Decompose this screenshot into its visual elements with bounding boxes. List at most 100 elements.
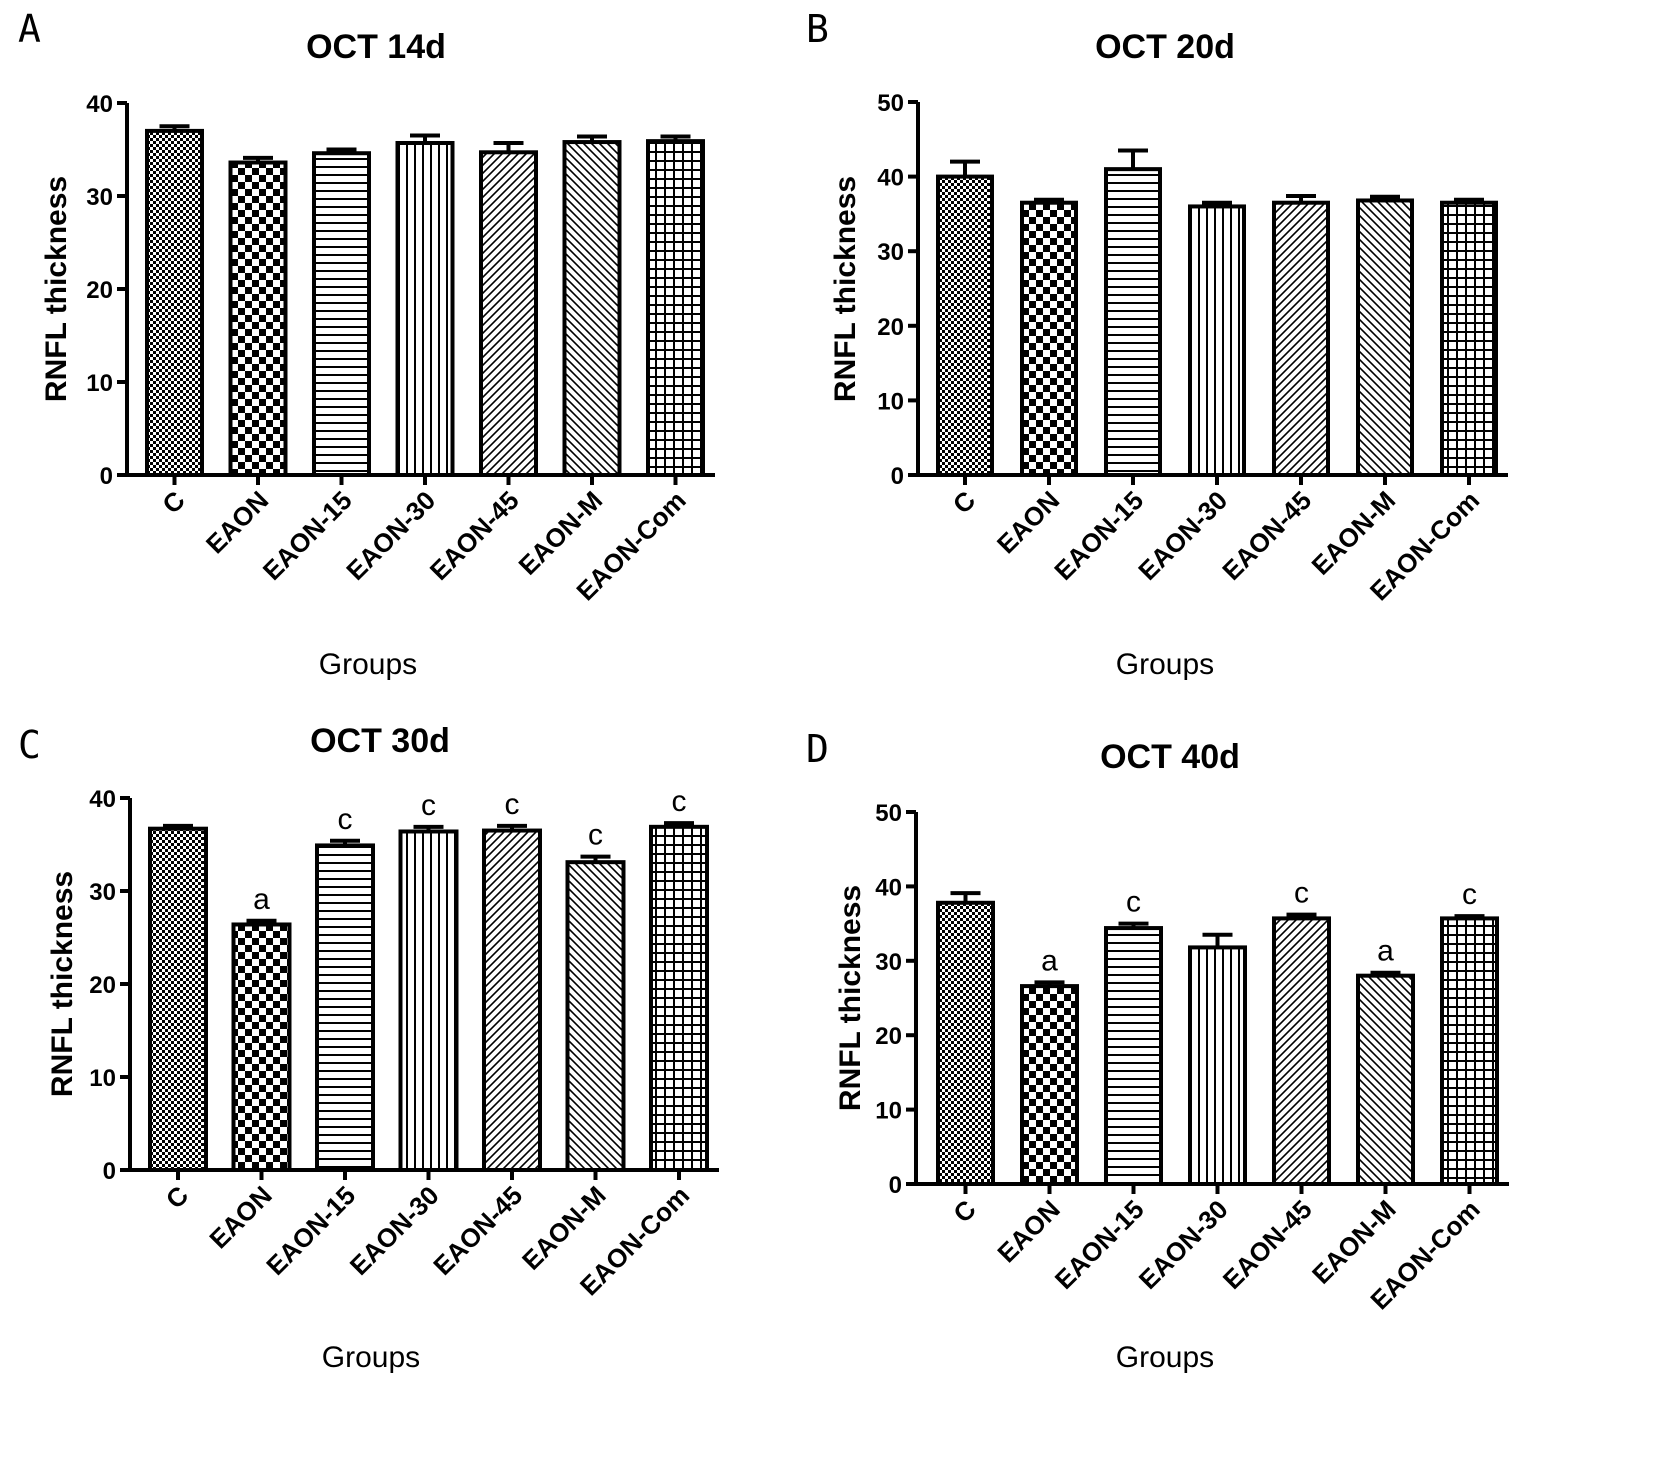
y-tick-label: 20	[86, 277, 113, 304]
significance-label: c	[672, 785, 687, 818]
bar-c	[936, 174, 994, 477]
chart-title: OCT 20d	[1095, 28, 1235, 66]
chart-title: OCT 14d	[306, 28, 446, 66]
panel-label: B	[806, 7, 829, 51]
bar-eaon-30	[398, 829, 459, 1172]
y-tick-label: 0	[100, 463, 113, 490]
significance-label: c	[505, 788, 520, 821]
x-tick-label: EAON-30	[344, 1180, 445, 1281]
bar-eaon-m	[1356, 198, 1414, 478]
x-tick-label: EAON-15	[260, 1180, 361, 1281]
chart-title: OCT 40d	[1100, 738, 1240, 776]
y-tick-label: 0	[891, 463, 904, 490]
significance-label: c	[1294, 877, 1309, 910]
bar-eaon-45	[482, 828, 542, 1172]
significance-label: c	[588, 819, 603, 852]
chart-panel-c: C OCT 30d RNFL thickness Groups Ca EAON c EAON-…	[18, 722, 719, 1374]
significance-label: a	[1041, 944, 1058, 977]
chart-panel-b: B OCT 20d RNFL thickness Groups C EAONEAON-15…	[806, 7, 1508, 681]
x-tick-label: EAON-30	[1132, 485, 1233, 586]
bar-eaon-m	[565, 860, 626, 1172]
x-tick-label: EAON	[203, 1180, 277, 1254]
x-tick-label: EAON	[991, 1194, 1065, 1268]
bar-eaon-15	[1104, 167, 1162, 477]
x-axis-label: Groups	[1116, 648, 1214, 681]
significance-label: c	[338, 803, 353, 836]
significance-label: a	[253, 883, 270, 916]
bar-eaon	[228, 160, 288, 478]
y-axis-label: RNFL thickness	[834, 885, 867, 1111]
y-tick-label: 40	[875, 874, 902, 901]
bar-eaon-45	[1272, 916, 1331, 1187]
x-tick-label: EAON-15	[1049, 1194, 1150, 1295]
y-tick-label: 20	[875, 1023, 902, 1050]
bar-eaon-com	[1440, 916, 1499, 1187]
y-tick-label: 50	[877, 90, 904, 117]
bar-eaon	[1020, 984, 1079, 1187]
y-tick-label: 50	[875, 800, 902, 827]
y-tick-label: 20	[877, 314, 904, 341]
y-tick-label: 40	[89, 786, 116, 813]
y-tick-label: 30	[877, 239, 904, 266]
bar-eaon-m	[1356, 973, 1415, 1186]
y-tick-label: 30	[89, 879, 116, 906]
chart-panel-a: A OCT 14d RNFL thickness Groups C EAONEAON-15…	[18, 7, 715, 681]
bar-c	[148, 826, 208, 1172]
panel-label: C	[18, 723, 41, 767]
x-tick-label: C	[947, 485, 982, 520]
x-tick-label: EAON-15	[1048, 485, 1149, 586]
bar-eaon-com	[646, 139, 705, 477]
y-axis-label: RNFL thickness	[829, 176, 862, 402]
x-tick-label: EAON-45	[424, 485, 525, 586]
significance-label: c	[1126, 886, 1141, 919]
x-axis-label: Groups	[319, 648, 417, 681]
x-tick-label: EAON	[200, 485, 274, 559]
bar-eaon-30	[395, 140, 455, 478]
bar-eaon-15	[312, 151, 371, 477]
x-tick-label: EAON-45	[1217, 1194, 1318, 1295]
y-axis-label: RNFL thickness	[40, 176, 73, 402]
significance-label: a	[1377, 935, 1394, 968]
panel-label: A	[18, 7, 41, 51]
bar-eaon-45	[1272, 200, 1330, 478]
x-tick-label: EAON	[991, 485, 1065, 559]
chart-panel-d: D OCT 40d RNFL thickness Groups Ca EAON c EAON-…	[806, 727, 1509, 1374]
y-tick-label: 30	[86, 184, 113, 211]
y-tick-label: 10	[86, 370, 113, 397]
bar-c	[936, 900, 995, 1186]
x-tick-label: EAON-15	[257, 485, 358, 586]
x-axis-label: Groups	[322, 1341, 420, 1374]
bar-eaon-15	[315, 843, 375, 1172]
bar-eaon-30	[1188, 204, 1246, 477]
bar-eaon-com	[649, 824, 709, 1173]
bar-c	[145, 128, 204, 477]
bar-eaon-com	[1440, 200, 1498, 478]
bar-eaon	[1020, 200, 1078, 478]
x-axis-label: Groups	[1116, 1341, 1214, 1374]
x-tick-label: C	[947, 1194, 982, 1229]
x-tick-label: EAON-45	[427, 1180, 528, 1281]
x-tick-label: C	[156, 485, 191, 520]
y-tick-label: 0	[889, 1172, 902, 1199]
bar-eaon-m	[562, 140, 622, 477]
x-tick-label: EAON-30	[340, 485, 441, 586]
x-tick-label: EAON-30	[1133, 1194, 1234, 1295]
bar-eaon-30	[1188, 945, 1247, 1187]
panel-label: D	[806, 727, 829, 771]
y-tick-label: 10	[875, 1098, 902, 1125]
y-tick-label: 40	[877, 165, 904, 192]
x-tick-label: C	[160, 1180, 195, 1215]
y-tick-label: 10	[877, 388, 904, 415]
bar-eaon	[231, 922, 292, 1172]
bar-eaon-15	[1104, 926, 1163, 1187]
y-tick-label: 30	[875, 949, 902, 976]
y-tick-label: 10	[89, 1065, 116, 1092]
bar-eaon-45	[479, 150, 538, 477]
y-tick-label: 0	[103, 1158, 116, 1185]
chart-title: OCT 30d	[310, 722, 450, 760]
y-axis-label: RNFL thickness	[46, 871, 79, 1097]
y-tick-label: 40	[86, 91, 113, 118]
y-tick-label: 20	[89, 972, 116, 999]
x-tick-label: EAON-45	[1216, 485, 1317, 586]
